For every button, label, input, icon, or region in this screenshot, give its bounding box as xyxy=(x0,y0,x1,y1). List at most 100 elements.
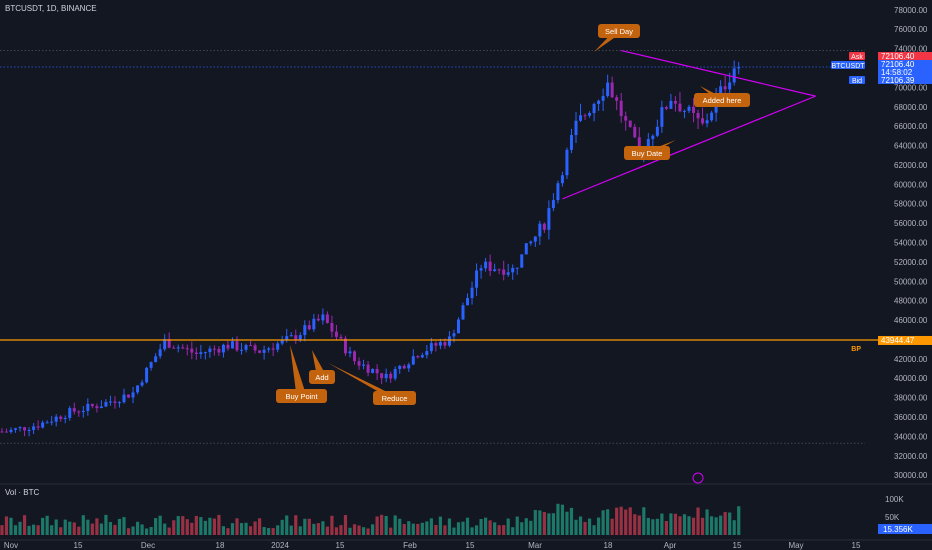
lower-trendline[interactable] xyxy=(562,95,816,200)
candle-body xyxy=(506,272,510,275)
volume-bar xyxy=(77,526,81,535)
bid-label-tag xyxy=(849,76,865,84)
volume-bar xyxy=(339,525,343,535)
candle-body xyxy=(262,349,266,353)
volume-bar xyxy=(615,507,619,535)
candle-body xyxy=(276,343,280,350)
volume-bar xyxy=(542,511,546,535)
price-tick-label: 36000.00 xyxy=(894,413,928,422)
price-tick-label: 62000.00 xyxy=(894,161,928,170)
volume-bar xyxy=(321,521,325,535)
candle-body xyxy=(470,287,474,299)
price-tick-label: 74000.00 xyxy=(894,45,928,54)
candle-body xyxy=(181,347,185,349)
price-tick-label: 34000.00 xyxy=(894,432,928,441)
volume-bar xyxy=(194,515,198,535)
volume-bar xyxy=(253,521,257,535)
time-tick-label: Dec xyxy=(141,541,155,550)
volume-bar xyxy=(63,519,67,535)
volume-bar xyxy=(59,527,63,535)
volume-bar xyxy=(36,525,40,535)
candle-body xyxy=(402,365,406,369)
candle-body xyxy=(678,103,682,112)
volume-bar xyxy=(104,514,108,535)
callout-box[interactable] xyxy=(598,24,640,38)
volume-bar xyxy=(167,527,171,535)
volume-bar xyxy=(714,517,718,535)
candle-body xyxy=(145,367,149,383)
candle-body xyxy=(32,426,36,430)
volume-bar xyxy=(41,517,45,535)
candle-body xyxy=(45,422,49,424)
volume-bar xyxy=(506,518,510,535)
candle-body xyxy=(321,314,325,321)
price-tick-label: 48000.00 xyxy=(894,297,928,306)
volume-bar xyxy=(50,525,54,535)
time-tick-label: 2024 xyxy=(271,541,289,550)
time-tick-label: 15 xyxy=(733,541,742,550)
candle-body xyxy=(23,427,27,431)
volume-bar xyxy=(176,516,180,535)
volume-bar xyxy=(32,524,36,535)
candle-body xyxy=(466,298,470,306)
volume-bar xyxy=(131,526,135,535)
volume-bar xyxy=(307,518,311,535)
volume-bar xyxy=(285,515,289,535)
callout-box[interactable] xyxy=(309,370,335,384)
volume-bar xyxy=(398,518,402,535)
candle-body xyxy=(502,269,506,275)
price-tick-label: 54000.00 xyxy=(894,239,928,248)
volume-bar xyxy=(276,525,280,535)
candle-body xyxy=(117,402,121,404)
volume-bar xyxy=(312,523,316,535)
candle-body xyxy=(429,343,433,352)
candle-body xyxy=(452,333,456,337)
volume-current-tag xyxy=(878,524,932,534)
price-tick-label: 76000.00 xyxy=(894,25,928,34)
volume-bar xyxy=(560,504,565,535)
volume-bar xyxy=(651,519,655,535)
volume-bar xyxy=(511,527,515,535)
price-tick-label: 68000.00 xyxy=(894,103,928,112)
callout-box[interactable] xyxy=(373,391,416,405)
volume-bar xyxy=(371,524,375,535)
callout-label: Buy Point xyxy=(285,392,318,401)
callout-label: Sell Day xyxy=(605,27,633,36)
time-tick-label: 15 xyxy=(852,541,861,550)
price-tick-label: 64000.00 xyxy=(894,142,928,151)
candle-body xyxy=(294,335,298,340)
volume-bar xyxy=(22,515,27,535)
callout-box[interactable] xyxy=(624,146,670,160)
candle-body xyxy=(353,351,357,362)
candle-body xyxy=(533,236,537,242)
candle-body xyxy=(36,426,40,428)
volume-bar xyxy=(27,525,31,535)
volume-bar xyxy=(163,523,167,535)
volume-bar xyxy=(574,519,578,535)
time-tick-label: Nov xyxy=(4,541,18,550)
candle-body xyxy=(235,341,239,351)
candle-body xyxy=(63,417,67,419)
volume-bar xyxy=(248,526,253,535)
candle-body xyxy=(203,352,207,354)
price-tick-label: 46000.00 xyxy=(894,316,928,325)
volume-bar xyxy=(375,516,379,535)
time-tick-label: Mar xyxy=(528,541,542,550)
callout-box[interactable] xyxy=(276,389,327,403)
volume-bar xyxy=(244,522,248,535)
volume-bar xyxy=(357,525,361,535)
volume-bar xyxy=(18,521,22,535)
candle-body xyxy=(520,254,524,268)
symbol-info: BTCUSDT, 1D, BINANCE xyxy=(5,4,97,13)
volume-bar xyxy=(212,518,216,535)
candle-body xyxy=(538,223,542,237)
upper-trendline[interactable] xyxy=(621,49,816,97)
volume-bar xyxy=(135,521,140,535)
callout-box[interactable] xyxy=(694,93,750,107)
volume-bar xyxy=(343,515,348,535)
candle-body xyxy=(565,149,569,176)
candle-body xyxy=(307,325,311,330)
volume-bar xyxy=(316,523,320,535)
candle-body xyxy=(81,410,85,413)
